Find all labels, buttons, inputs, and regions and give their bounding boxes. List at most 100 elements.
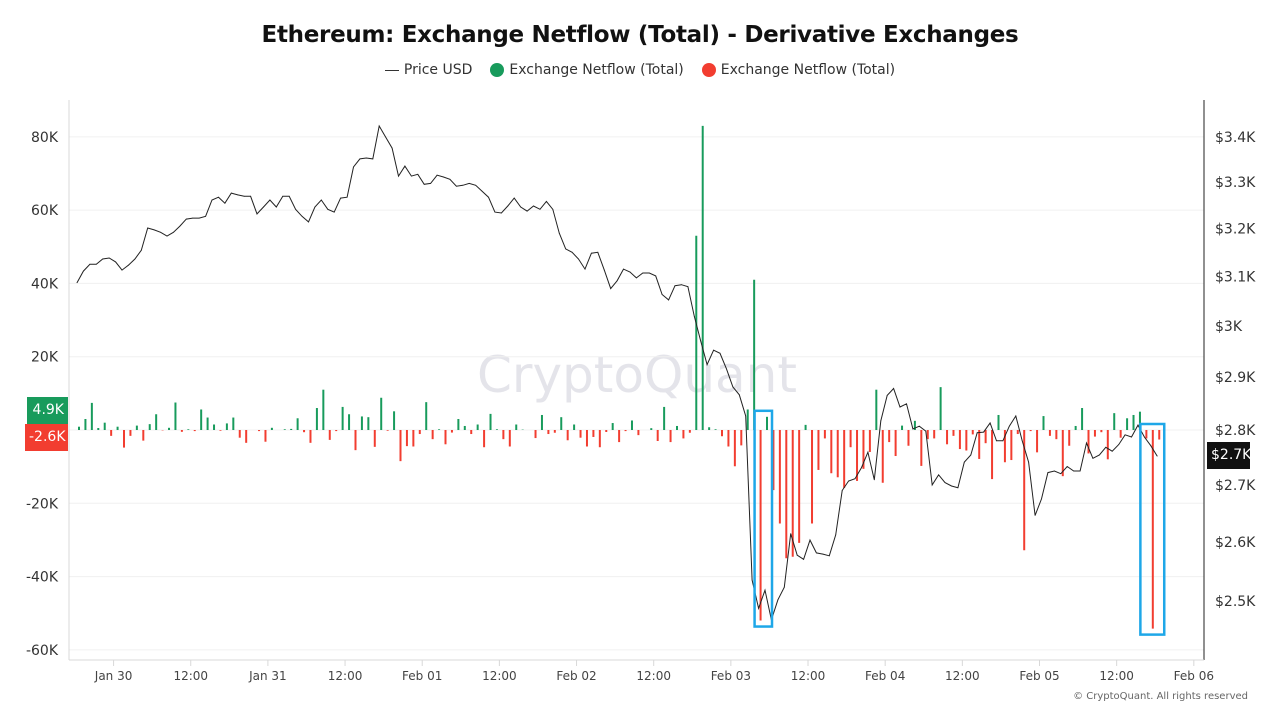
price-point bbox=[314, 206, 316, 208]
price-point bbox=[423, 183, 425, 185]
price-point bbox=[89, 263, 91, 265]
price-point bbox=[372, 158, 374, 160]
price-point bbox=[783, 586, 785, 588]
price-point bbox=[282, 195, 284, 197]
left-axis-tick-label: 60K bbox=[31, 203, 59, 219]
legend-item-price[interactable]: Price USD bbox=[384, 62, 472, 78]
price-point bbox=[398, 175, 399, 177]
price-point bbox=[128, 264, 129, 266]
x-axis-tick-label: 12:00 bbox=[791, 669, 826, 683]
price-point bbox=[880, 420, 882, 422]
price-point bbox=[243, 195, 245, 197]
price-point bbox=[166, 235, 168, 237]
price-point bbox=[616, 280, 618, 282]
price-point bbox=[571, 251, 573, 253]
price-point bbox=[745, 415, 747, 417]
price-point bbox=[899, 406, 901, 408]
price-point bbox=[76, 282, 78, 284]
price-point bbox=[764, 589, 766, 591]
price-point bbox=[134, 258, 136, 260]
price-point bbox=[1053, 470, 1055, 472]
price-point bbox=[886, 394, 888, 396]
x-axis-tick-label: Feb 01 bbox=[402, 669, 442, 683]
price-point bbox=[513, 197, 515, 199]
price-point bbox=[359, 158, 361, 160]
line-marker-icon bbox=[384, 69, 399, 71]
price-point bbox=[578, 258, 579, 260]
price-point bbox=[963, 461, 965, 463]
price-point bbox=[629, 271, 631, 273]
legend: Price USD Exchange Netflow (Total) Excha… bbox=[0, 62, 1280, 78]
price-point bbox=[147, 227, 149, 229]
latest-positive-badge: 4.9K bbox=[27, 397, 68, 424]
price-point bbox=[1008, 425, 1010, 427]
price-point bbox=[584, 268, 586, 270]
price-point bbox=[861, 467, 862, 469]
x-axis-tick-label: Feb 06 bbox=[1174, 669, 1214, 683]
price-point bbox=[526, 210, 528, 212]
price-point bbox=[1086, 442, 1087, 444]
price-point bbox=[391, 147, 393, 149]
price-point bbox=[288, 195, 290, 197]
price-point bbox=[1028, 461, 1030, 463]
price-point bbox=[224, 202, 226, 204]
price-point bbox=[404, 165, 406, 167]
price-point bbox=[1041, 498, 1042, 500]
price-point bbox=[803, 558, 804, 560]
price-point bbox=[642, 272, 644, 274]
price-point bbox=[1137, 424, 1139, 426]
price-point bbox=[385, 136, 387, 138]
price-point bbox=[230, 192, 232, 194]
price-point bbox=[790, 533, 792, 535]
price-point bbox=[462, 184, 464, 186]
price-point bbox=[410, 175, 412, 177]
copyright-footer: © CryptoQuant. All rights reserved bbox=[1073, 691, 1248, 702]
price-point bbox=[327, 208, 329, 210]
right-axis-tick-label: $3.3K bbox=[1215, 175, 1256, 191]
price-point bbox=[192, 217, 194, 219]
price-point bbox=[237, 194, 239, 196]
price-point bbox=[179, 225, 181, 227]
price-point bbox=[713, 349, 714, 351]
left-axis-tick-label: -60K bbox=[26, 643, 59, 659]
legend-item-netflow-negative[interactable]: Exchange Netflow (Total) bbox=[701, 62, 895, 78]
price-point bbox=[218, 196, 219, 198]
price-point bbox=[983, 431, 985, 433]
price-point bbox=[1111, 450, 1113, 452]
price-point bbox=[545, 200, 547, 202]
price-point bbox=[533, 205, 534, 207]
price-point bbox=[539, 208, 541, 210]
price-point bbox=[468, 183, 470, 184]
price-point bbox=[301, 215, 303, 217]
price-point bbox=[1021, 440, 1023, 442]
price-point bbox=[687, 286, 689, 288]
watermark-logo: CryptoQuant bbox=[477, 346, 797, 404]
x-axis-tick-label: Jan 30 bbox=[94, 669, 133, 683]
price-point bbox=[488, 196, 489, 198]
price-point bbox=[475, 184, 477, 186]
highlight-box bbox=[753, 409, 774, 628]
price-point bbox=[173, 231, 174, 233]
price-point bbox=[1015, 415, 1017, 417]
x-axis-tick-label: 12:00 bbox=[328, 669, 363, 683]
x-axis-tick-label: Feb 03 bbox=[711, 669, 751, 683]
price-point bbox=[1156, 455, 1158, 457]
price-point bbox=[668, 299, 669, 301]
price-point bbox=[597, 251, 599, 253]
price-point bbox=[873, 479, 875, 481]
price-point bbox=[867, 451, 869, 453]
price-point bbox=[198, 217, 200, 219]
legend-item-netflow-positive[interactable]: Exchange Netflow (Total) bbox=[490, 62, 684, 78]
price-point bbox=[777, 599, 779, 601]
price-point bbox=[1150, 445, 1152, 447]
left-axis-tick-label: 80K bbox=[31, 130, 59, 146]
price-point bbox=[603, 269, 605, 271]
price-point bbox=[951, 485, 952, 487]
latest-negative-badge: -2.6K bbox=[25, 424, 68, 451]
price-point bbox=[115, 261, 116, 263]
right-axis-tick-label: $3.1K bbox=[1215, 269, 1256, 285]
x-axis-tick-label: 12:00 bbox=[482, 669, 517, 683]
x-axis-tick-label: Feb 02 bbox=[556, 669, 596, 683]
price-point bbox=[275, 206, 277, 208]
